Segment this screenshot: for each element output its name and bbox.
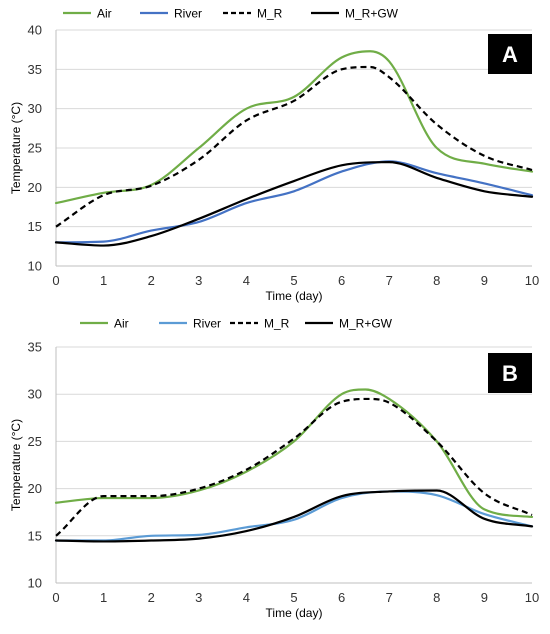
legend-label: River	[174, 7, 202, 21]
series-line-river	[54, 160, 534, 244]
y-tick-label: 15	[28, 219, 42, 234]
x-tick-label: 8	[433, 273, 440, 288]
panel-letter-badge	[488, 34, 532, 74]
series-line-air	[54, 388, 534, 519]
x-tick-label: 0	[52, 590, 59, 605]
y-axis-title: Temperature (°C)	[9, 102, 23, 194]
x-tick-label: 2	[148, 590, 155, 605]
x-tick-label: 5	[290, 273, 297, 288]
y-tick-label: 15	[28, 528, 42, 543]
legend-label: Air	[97, 7, 112, 21]
legend: Air River M_R M_R+GW	[63, 7, 399, 21]
chart-panel-a: 10 15 20 25 30 35 40 0 1 2 3 4 5 6 7 8 9 10 Time (day) Temp…	[9, 7, 539, 304]
x-axis-title: Time (day)	[266, 289, 323, 303]
y-tick-label: 35	[28, 340, 42, 355]
y-tick-label: 25	[28, 434, 42, 449]
legend: Air River M_R M_R+GW	[80, 317, 393, 331]
x-tick-label: 1	[100, 273, 107, 288]
panel-letter: A	[502, 42, 518, 67]
y-tick-label: 20	[28, 481, 42, 496]
panel-letter-badge	[488, 353, 532, 393]
legend-label: M_R+GW	[345, 7, 399, 21]
y-tick-label: 30	[28, 387, 42, 402]
series-line-river	[54, 490, 534, 542]
x-axis-title: Time (day)	[266, 606, 323, 620]
x-tick-label: 9	[481, 590, 488, 605]
x-tick-label: 5	[290, 590, 297, 605]
x-tick-label: 9	[481, 273, 488, 288]
x-tick-label: 8	[433, 590, 440, 605]
series-line-m-r	[55, 397, 533, 537]
series-line-m-r-gw	[54, 489, 534, 543]
legend-label: M_R	[257, 7, 283, 21]
x-tick-label: 3	[195, 590, 202, 605]
x-tick-label: 4	[243, 590, 250, 605]
y-tick-label: 20	[28, 180, 42, 195]
y-axis-title: Temperature (°C)	[9, 419, 23, 511]
x-tick-label: 3	[195, 273, 202, 288]
legend-label: M_R	[264, 317, 290, 331]
x-tick-label: 10	[525, 273, 539, 288]
x-tick-label: 7	[386, 590, 393, 605]
x-tick-label: 4	[243, 273, 250, 288]
x-tick-label: 2	[148, 273, 155, 288]
x-tick-label: 6	[338, 590, 345, 605]
legend-label: Air	[114, 317, 129, 331]
legend-label: M_R+GW	[339, 317, 393, 331]
series-line-m-r	[55, 65, 533, 228]
panel-letter: B	[502, 361, 518, 386]
y-tick-label: 35	[28, 62, 42, 77]
chart-panel-b: 10 15 20 25 30 35 0 1 2 3 4 5 6 7 8 9 10 Time (day) Temper…	[9, 317, 539, 621]
y-tick-label: 10	[28, 576, 42, 591]
y-tick-label: 25	[28, 141, 42, 156]
y-tick-label: 30	[28, 101, 42, 116]
x-tick-label: 0	[52, 273, 59, 288]
x-tick-label: 6	[338, 273, 345, 288]
y-tick-label: 10	[28, 259, 42, 274]
series-line-m-r-gw	[54, 161, 534, 247]
y-tick-label: 40	[28, 23, 42, 38]
legend-label: River	[193, 317, 221, 331]
x-tick-label: 7	[386, 273, 393, 288]
x-tick-label: 10	[525, 590, 539, 605]
x-tick-label: 1	[100, 590, 107, 605]
